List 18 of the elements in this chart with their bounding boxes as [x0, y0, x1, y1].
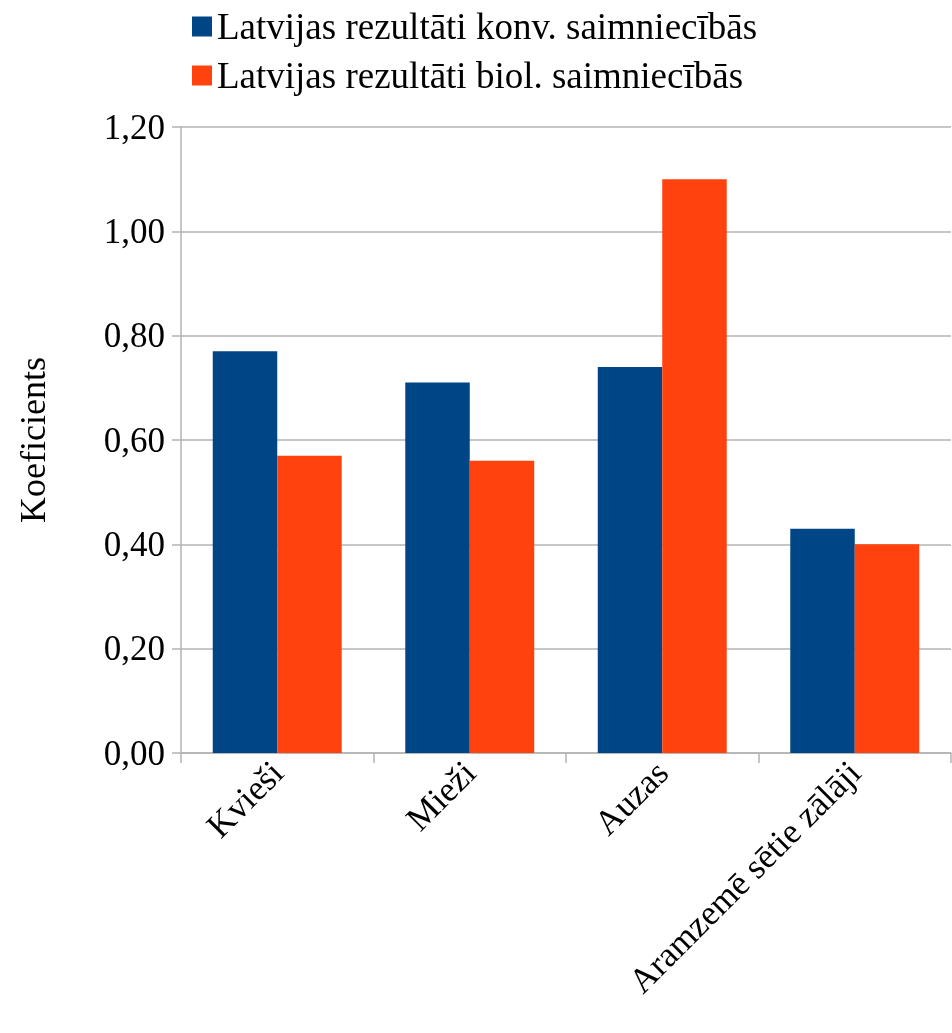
y-tick-label: 1,00	[103, 211, 165, 251]
y-tick-label: 0,60	[103, 420, 165, 460]
legend-label: Latvijas rezultāti konv. saimniecībās	[217, 6, 758, 47]
bar	[854, 544, 920, 753]
y-tick-label: 0,20	[103, 629, 165, 669]
y-axis-title: Koeficients	[13, 357, 53, 523]
bar	[469, 460, 535, 753]
bar	[277, 455, 342, 753]
y-tick-label: 0,80	[103, 316, 165, 356]
legend-label: Latvijas rezultāti biol. saimniecībās	[217, 55, 744, 96]
bar	[790, 528, 855, 753]
bar	[212, 351, 278, 753]
y-tick-label: 1,20	[103, 107, 165, 147]
y-tick-label: 0,40	[103, 524, 165, 564]
bar	[405, 382, 470, 753]
bar	[597, 366, 663, 753]
bar	[662, 179, 727, 753]
y-tick-label: 0,00	[103, 733, 165, 773]
